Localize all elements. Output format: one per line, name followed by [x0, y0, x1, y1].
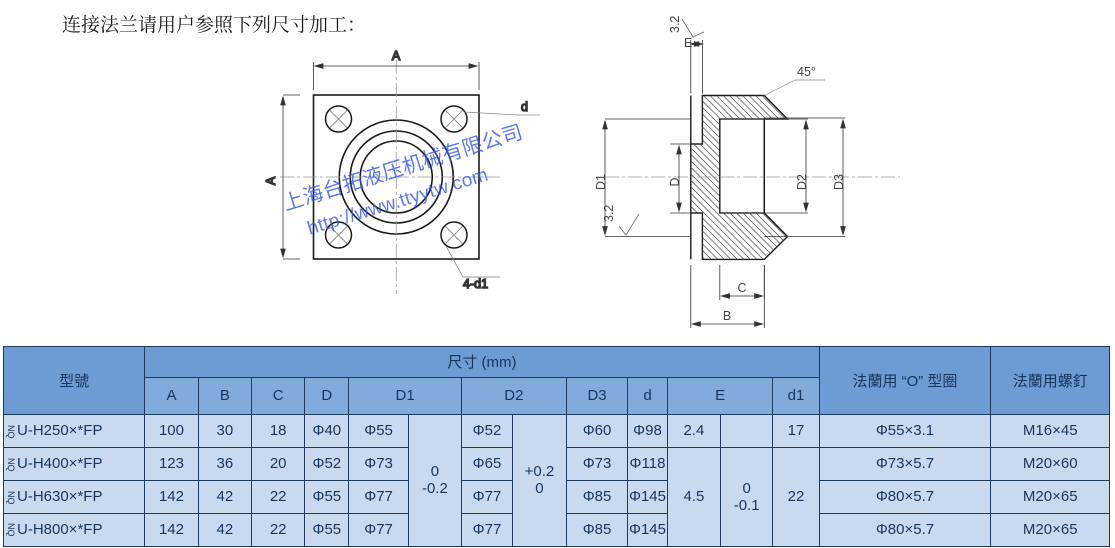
- svg-text:B: B: [723, 309, 731, 323]
- svg-text:D: D: [668, 177, 682, 186]
- svg-text:4-d1: 4-d1: [463, 277, 488, 291]
- svg-text:A: A: [392, 49, 401, 63]
- svg-text:3.2: 3.2: [668, 16, 682, 33]
- svg-text:C: C: [737, 281, 746, 295]
- svg-text:d: d: [521, 100, 528, 114]
- svg-text:D1: D1: [594, 174, 608, 190]
- svg-text:3.2: 3.2: [602, 205, 616, 222]
- svg-text:E: E: [684, 36, 692, 50]
- svg-text:45°: 45°: [797, 65, 816, 79]
- svg-text:D2: D2: [795, 174, 809, 190]
- svg-text:D3: D3: [832, 174, 846, 190]
- svg-text:A: A: [264, 176, 278, 185]
